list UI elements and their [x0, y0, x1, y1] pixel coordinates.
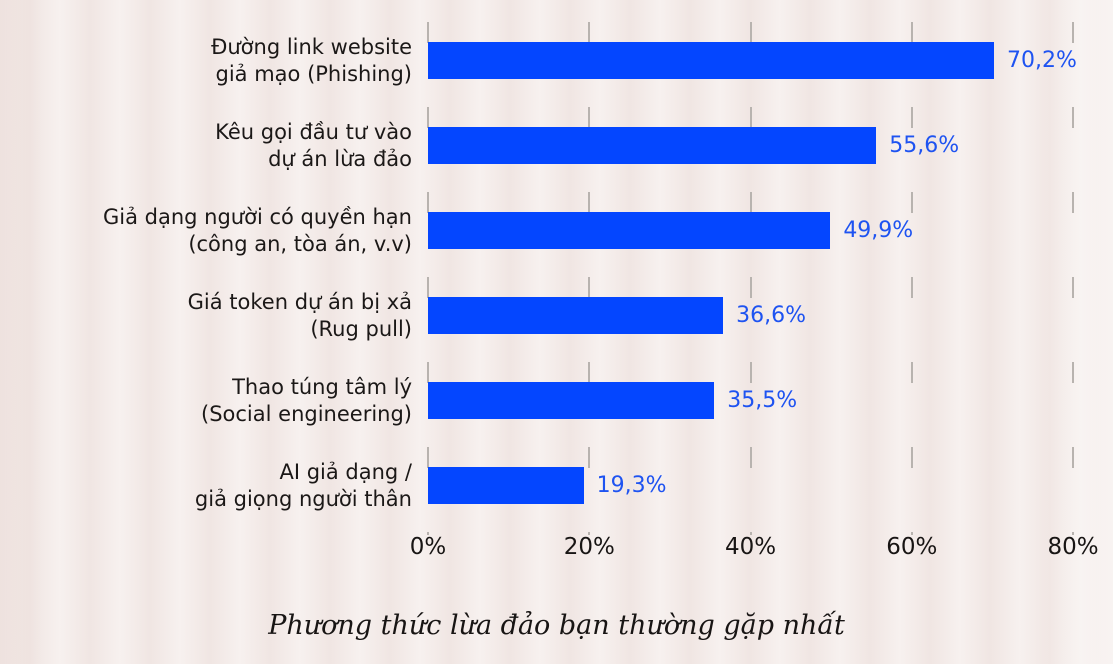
value-label: 35,5%	[727, 388, 798, 413]
bar-row: AI giả dạng / giả giọng người thân 19,3%	[0, 443, 1113, 528]
bar	[428, 382, 715, 419]
plot-area: 70,2%	[428, 18, 1077, 103]
plot-area: 36,6%	[428, 273, 1073, 358]
bar-row: Giả dạng người có quyền hạn (công an, tò…	[0, 188, 1113, 273]
category-label: AI giả dạng / giả giọng người thân	[194, 459, 412, 511]
bar	[428, 212, 831, 249]
x-axis: 0% 20% 40% 60% 80%	[410, 534, 1099, 566]
bar	[428, 127, 877, 164]
x-axis-tick: 40%	[724, 534, 777, 560]
x-axis-tick: 0%	[409, 534, 447, 560]
bar-row: Đường link website giả mạo (Phishing) 70,…	[0, 18, 1113, 103]
value-label: 19,3%	[596, 473, 667, 498]
plot-area: 19,3%	[428, 443, 1073, 528]
value-label: 36,6%	[736, 303, 806, 328]
bar	[428, 467, 584, 504]
bar-rows: Đường link website giả mạo (Phishing) 70,…	[0, 18, 1113, 528]
category-label: Thao túng tâm lý (Social engineering)	[201, 374, 412, 426]
plot-area: 35,5%	[428, 358, 1073, 443]
x-axis-tick: 20%	[563, 534, 615, 560]
value-label: 49,9%	[843, 218, 914, 243]
bar	[428, 42, 994, 79]
category-label: Đường link website giả mạo (Phishing)	[211, 34, 412, 86]
bar-row: Kêu gọi đầu tư vào dự án lừa đảo 55,6%	[0, 103, 1113, 188]
plot-area: 55,6%	[428, 103, 1073, 188]
category-label: Giá token dự án bị xả (Rug pull)	[187, 289, 412, 341]
bar-row: Giá token dự án bị xả (Rug pull) 36,6%	[0, 273, 1113, 358]
value-label: 70,2%	[1006, 48, 1077, 73]
category-label: Kêu gọi đầu tư vào dự án lừa đảo	[215, 119, 412, 171]
x-axis-tick: 60%	[886, 534, 938, 560]
plot-area: 49,9%	[428, 188, 1073, 273]
value-label: 55,6%	[889, 133, 960, 158]
chart-caption: Phương thức lừa đảo bạn thường gặp nhất	[268, 610, 845, 641]
bar	[428, 297, 724, 334]
x-axis-tick: 80%	[1047, 534, 1099, 560]
category-label: Giả dạng người có quyền hạn (công an, tò…	[102, 204, 412, 256]
bar-row: Thao túng tâm lý (Social engineering) 35,…	[0, 358, 1113, 443]
